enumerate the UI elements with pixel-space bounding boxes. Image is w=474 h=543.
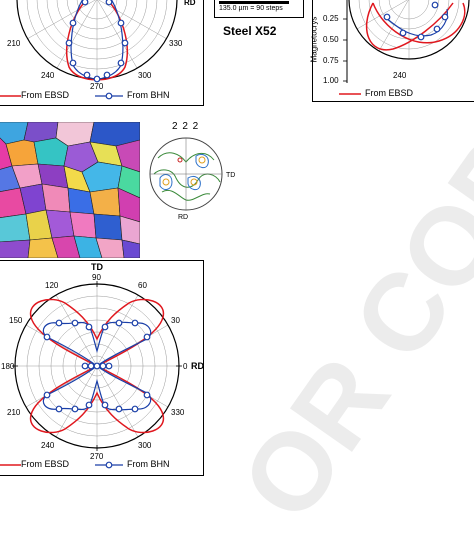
legend-ebsd: From EBSD <box>365 88 414 98</box>
rd-label: RD <box>184 0 196 7</box>
bhn-marker <box>83 71 91 79</box>
angle-label: 330 <box>169 39 183 48</box>
bhn-marker <box>117 19 125 27</box>
bhn-marker <box>71 319 79 327</box>
bhn-marker <box>131 405 139 413</box>
angle-label: 210 <box>7 39 21 48</box>
y-tick: 0.25 <box>323 14 339 23</box>
y-axis-label: Magnetocrys <box>309 16 319 63</box>
bhn-marker <box>87 362 95 370</box>
bottom-polar-plot <box>12 281 182 451</box>
angle-label: 210 <box>7 408 21 417</box>
bhn-marker <box>117 59 125 67</box>
bhn-legend-line <box>95 92 123 100</box>
rd-label: RD <box>191 361 204 371</box>
angle-label: 150 <box>9 316 23 325</box>
bhn-legend-line <box>95 461 123 469</box>
angle-label: 270 <box>90 82 104 91</box>
top-left-polar-plot <box>16 0 178 83</box>
angle-label: 240 <box>41 441 55 450</box>
bhn-marker <box>81 362 89 370</box>
angle-label: 30 <box>171 316 180 325</box>
bhn-marker <box>69 59 77 67</box>
watermark: OR COPY <box>217 55 474 542</box>
bhn-marker <box>43 391 51 399</box>
bhn-marker <box>81 0 89 6</box>
bhn-marker <box>101 323 109 331</box>
legend-ebsd: From EBSD <box>21 90 70 100</box>
legend-ebsd: From EBSD <box>21 459 70 469</box>
td-label: TD <box>91 262 103 272</box>
bhn-marker <box>65 39 73 47</box>
legend-bhn: From BHN <box>127 459 170 469</box>
pole-rd-label: RD <box>178 214 189 221</box>
bhn-marker <box>43 333 51 341</box>
bhn-marker <box>93 362 101 370</box>
y-tick: 1.00 <box>323 76 339 85</box>
ebsd-legend-line <box>0 464 21 466</box>
bhn-marker <box>103 71 111 79</box>
bottom-polar-panel: TD 90 120 60 150 30 180 0 RD 210 330 240… <box>0 260 204 476</box>
angle-label: 270 <box>90 452 104 461</box>
angle-label: 330 <box>171 408 185 417</box>
y-tick: 0.75 <box>323 56 339 65</box>
angle-label: 240 <box>393 71 407 80</box>
ebsd-grain-map <box>0 122 140 258</box>
grain-map-image <box>0 122 140 258</box>
ebsd-legend-line <box>339 93 361 95</box>
bhn-marker <box>131 319 139 327</box>
bhn-marker <box>115 405 123 413</box>
bhn-marker <box>115 319 123 327</box>
caption-title: Steel X52 <box>223 24 277 38</box>
angle-label: 60 <box>138 281 147 290</box>
scalebar-line <box>219 1 289 4</box>
ebsd-legend-line <box>0 95 21 97</box>
scalebar-label: 135.0 µm = 90 steps <box>219 5 283 12</box>
bhn-marker <box>69 19 77 27</box>
bhn-marker <box>121 39 129 47</box>
bhn-marker <box>143 391 151 399</box>
top-left-polar-panel: RD 210 240 270 300 330 From EBSD From BH… <box>0 0 204 106</box>
legend-bhn: From BHN <box>127 90 170 100</box>
bhn-marker <box>85 401 93 409</box>
bhn-marker <box>71 405 79 413</box>
pole-figure <box>149 137 223 211</box>
angle-label: 90 <box>92 273 101 282</box>
angle-label: 120 <box>45 281 59 290</box>
bhn-marker <box>101 401 109 409</box>
top-right-polar-plot <box>343 0 470 83</box>
bhn-marker <box>85 323 93 331</box>
bhn-marker <box>99 362 107 370</box>
bhn-marker <box>105 362 113 370</box>
bhn-marker <box>55 319 63 327</box>
pole-figure-title: 2 2 2 <box>172 121 200 132</box>
y-tick: 0.50 <box>323 35 339 44</box>
top-right-polar-panel: 0.25 0.50 0.75 1.00 Magnetocrys 240 From… <box>309 0 474 102</box>
bhn-marker <box>93 75 101 83</box>
bhn-marker <box>105 0 113 6</box>
angle-label: 300 <box>138 441 152 450</box>
scalebar-box: 135.0 µm = 90 steps <box>214 0 304 18</box>
bhn-marker <box>55 405 63 413</box>
pole-td-label: TD <box>226 172 236 179</box>
angle-label: 240 <box>41 71 55 80</box>
angle-label: 300 <box>138 71 152 80</box>
angle-label: 0 <box>183 362 188 371</box>
angle-label: 180 <box>1 362 15 371</box>
bhn-marker <box>143 333 151 341</box>
